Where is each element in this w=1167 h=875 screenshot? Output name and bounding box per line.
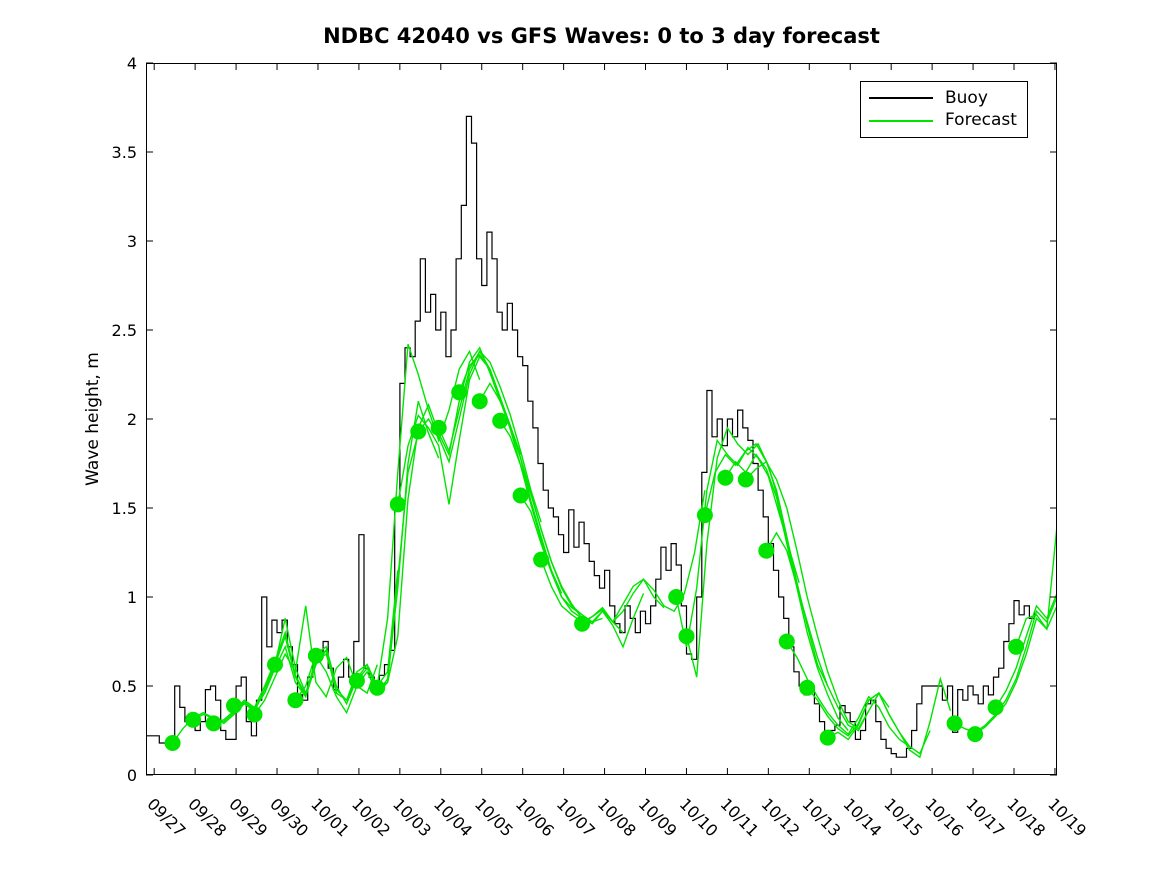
y-tick-label: 4 xyxy=(127,54,137,73)
forecast-start-marker-31 xyxy=(1008,638,1025,655)
x-tick-label: 09/30 xyxy=(266,794,312,840)
forecast-start-marker-14 xyxy=(471,393,488,410)
forecast-start-marker-15 xyxy=(492,412,509,429)
forecast-start-marker-9 xyxy=(369,679,386,696)
legend-entry-buoy: Buoy xyxy=(869,87,1019,108)
forecast-start-marker-29 xyxy=(967,726,984,743)
forecast-run-line-25 xyxy=(786,641,910,748)
x-tick-label: 09/29 xyxy=(225,794,271,840)
x-tick-label: 10/03 xyxy=(389,794,435,840)
forecast-start-marker-0 xyxy=(164,735,181,751)
forecast-run-line-19 xyxy=(675,438,800,647)
forecast-start-marker-1 xyxy=(185,711,202,728)
x-tick-label: 10/08 xyxy=(594,794,640,840)
x-tick-label: 10/02 xyxy=(348,794,394,840)
chart-title: NDBC 42040 vs GFS Waves: 0 to 3 day fore… xyxy=(323,24,880,48)
x-tick-label: 09/27 xyxy=(143,794,189,840)
x-tick-label: 10/04 xyxy=(430,794,476,840)
forecast-start-marker-17 xyxy=(533,551,550,568)
forecast-run-line-27 xyxy=(827,676,952,759)
x-tick-label: 10/09 xyxy=(635,794,681,840)
x-tick-label: 10/17 xyxy=(962,794,1008,840)
forecast-line-sample xyxy=(869,119,933,122)
x-tick-label: 10/11 xyxy=(717,794,763,840)
forecast-start-marker-5 xyxy=(267,656,283,673)
forecast-start-marker-12 xyxy=(430,419,447,436)
buoy-line-sample xyxy=(869,97,933,100)
forecast-start-marker-13 xyxy=(451,384,468,401)
x-tick-label: 10/13 xyxy=(798,794,844,840)
forecast-start-marker-18 xyxy=(574,615,591,632)
forecast-start-marker-7 xyxy=(307,647,324,664)
forecast-start-marker-23 xyxy=(737,471,754,488)
forecast-start-marker-19 xyxy=(668,589,685,605)
x-tick-label: 10/19 xyxy=(1044,794,1090,840)
forecast-start-marker-11 xyxy=(410,423,427,440)
legend-label-forecast: Forecast xyxy=(945,110,1017,131)
forecast-start-marker-20 xyxy=(678,628,695,645)
x-tick-label: 10/10 xyxy=(676,794,722,840)
y-tick-label: 1 xyxy=(127,588,137,607)
x-tick-label: 10/01 xyxy=(307,794,353,840)
y-tick-label: 3.5 xyxy=(112,143,137,162)
forecast-run-line-31 xyxy=(1015,528,1056,648)
x-tick-label: 10/18 xyxy=(1003,794,1049,840)
y-tick-label: 1.5 xyxy=(112,499,137,518)
x-tick-label: 10/14 xyxy=(839,794,885,840)
forecast-start-marker-28 xyxy=(946,715,963,732)
forecast-run-line-29 xyxy=(974,606,1056,735)
x-tick-label: 10/05 xyxy=(471,794,517,840)
axes-box xyxy=(146,63,1057,775)
y-tick-label: 2 xyxy=(127,410,137,429)
forecast-run-line-23 xyxy=(745,460,870,730)
x-tick-label: 10/06 xyxy=(512,794,558,840)
legend-entry-forecast: Forecast xyxy=(869,112,1019,129)
forecast-start-marker-24 xyxy=(758,542,775,559)
forecast-run-line-24 xyxy=(765,531,890,732)
x-tick-label: 10/12 xyxy=(758,794,804,840)
x-tick-label: 09/28 xyxy=(184,794,230,840)
forecast-start-marker-8 xyxy=(348,672,365,689)
forecast-start-marker-21 xyxy=(696,507,713,524)
forecast-start-marker-16 xyxy=(512,487,529,504)
legend: Buoy Forecast xyxy=(860,81,1028,138)
y-tick-label: 0.5 xyxy=(112,677,137,696)
forecast-start-marker-30 xyxy=(987,699,1004,716)
forecast-start-marker-27 xyxy=(819,729,836,746)
forecast-run-line-30 xyxy=(995,593,1056,708)
x-tick-label: 10/16 xyxy=(921,794,967,840)
series-group xyxy=(147,115,1056,759)
legend-label-buoy: Buoy xyxy=(945,87,988,108)
y-tick-label: 0 xyxy=(127,766,137,785)
forecast-start-marker-6 xyxy=(287,692,304,709)
forecast-start-marker-4 xyxy=(246,706,263,723)
forecast-start-marker-10 xyxy=(389,496,406,513)
forecast-start-marker-22 xyxy=(717,469,734,486)
x-tick-label: 10/15 xyxy=(880,794,926,840)
x-tick-label: 10/07 xyxy=(553,794,599,840)
forecast-start-marker-3 xyxy=(226,697,242,714)
forecast-start-marker-25 xyxy=(778,633,795,650)
forecast-start-marker-2 xyxy=(205,715,222,732)
forecast-run-line-18 xyxy=(581,490,706,625)
y-tick-label: 2.5 xyxy=(112,321,137,340)
forecast-start-marker-26 xyxy=(799,679,816,696)
forecast-run-line-28 xyxy=(954,597,1056,734)
y-tick-label: 3 xyxy=(127,232,137,251)
